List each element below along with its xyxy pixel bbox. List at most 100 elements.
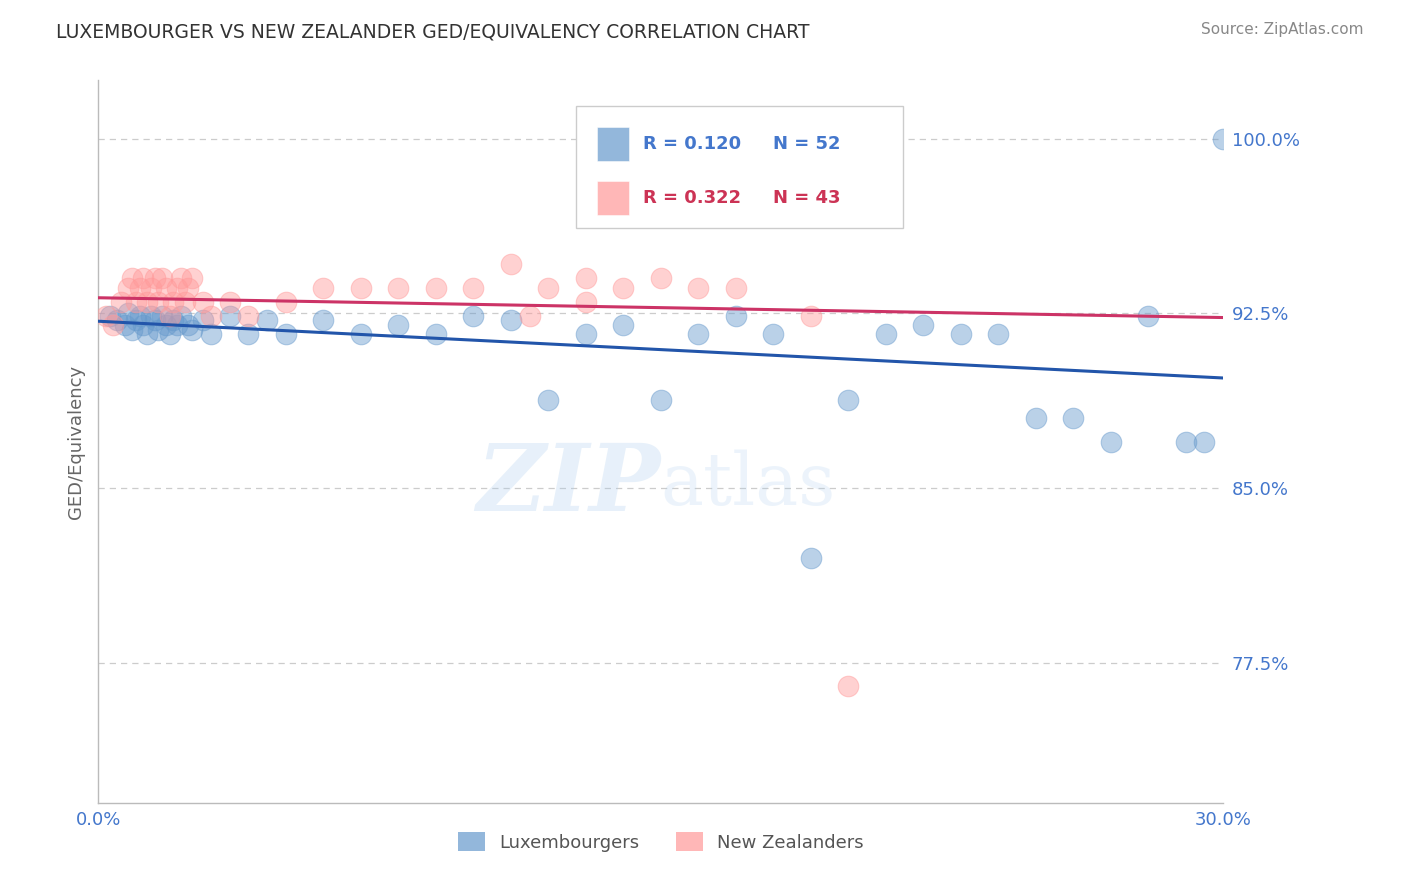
Point [499,313,522,327]
Point [575,327,598,342]
Point [238,309,260,323]
Point [200,309,222,323]
Point [463,309,485,323]
Point [159,327,181,342]
Point [103,318,125,332]
Point [155,281,177,295]
Point [1025,411,1047,425]
Point [170,309,193,323]
Point [98,309,121,323]
Point [143,313,166,327]
Y-axis label: GED/Equivalency: GED/Equivalency [66,365,84,518]
Point [463,281,485,295]
Point [200,327,222,342]
Point [912,318,935,332]
Point [875,327,897,342]
Point [166,281,188,295]
Point [150,271,173,285]
Point [132,271,155,285]
Point [612,318,634,332]
Point [162,313,184,327]
Point [218,309,240,323]
Point [762,327,785,342]
Point [350,281,373,295]
Point [575,271,598,285]
Point [155,318,177,332]
Text: N = 43: N = 43 [773,189,841,207]
FancyBboxPatch shape [576,105,903,228]
Point [173,294,195,309]
Text: LUXEMBOURGER VS NEW ZEALANDER GED/EQUIVALENCY CORRELATION CHART: LUXEMBOURGER VS NEW ZEALANDER GED/EQUIVA… [56,22,810,41]
Point [105,313,128,327]
Legend: Luxembourgers, New Zealanders: Luxembourgers, New Zealanders [451,825,870,859]
Point [724,309,747,323]
Point [177,281,200,295]
Point [117,281,139,295]
Point [159,309,181,323]
Point [143,271,166,285]
Point [425,281,447,295]
Point [148,294,170,309]
Point [94,309,117,323]
Point [949,327,972,342]
Point [125,313,148,327]
Point [193,294,215,309]
Point [181,323,204,337]
Text: ZIP: ZIP [477,440,661,530]
Point [132,318,155,332]
Point [136,294,159,309]
Point [1174,434,1197,449]
Point [312,281,335,295]
Point [162,294,184,309]
Point [350,327,373,342]
Point [238,327,260,342]
Point [193,313,215,327]
Point [121,271,143,285]
Text: atlas: atlas [661,450,837,520]
FancyBboxPatch shape [596,181,628,215]
Point [181,271,204,285]
Point [688,281,710,295]
Point [650,271,672,285]
Text: R = 0.120: R = 0.120 [644,135,741,153]
Point [128,281,150,295]
Point [312,313,335,327]
Point [150,309,173,323]
Text: Source: ZipAtlas.com: Source: ZipAtlas.com [1201,22,1364,37]
Point [537,392,560,407]
Text: N = 52: N = 52 [773,135,841,153]
Point [121,323,143,337]
Point [148,323,170,337]
Point [256,313,278,327]
Point [612,281,634,295]
Point [128,309,150,323]
Point [387,281,409,295]
Point [800,551,823,566]
Point [499,257,522,271]
Point [177,318,200,332]
Point [114,318,136,332]
Point [837,679,859,693]
Point [170,271,193,285]
Point [537,281,560,295]
Point [166,318,188,332]
Point [136,327,159,342]
Point [724,281,747,295]
Point [987,327,1010,342]
Point [274,327,297,342]
Point [117,306,139,320]
Text: R = 0.322: R = 0.322 [644,189,741,207]
Point [519,309,541,323]
Point [1194,434,1216,449]
Point [1099,434,1122,449]
Point [575,294,598,309]
Point [837,392,859,407]
Point [425,327,447,342]
Point [1137,309,1160,323]
Point [139,281,162,295]
Point [110,294,132,309]
Point [387,318,409,332]
Point [274,294,297,309]
Point [800,309,823,323]
FancyBboxPatch shape [596,127,628,161]
